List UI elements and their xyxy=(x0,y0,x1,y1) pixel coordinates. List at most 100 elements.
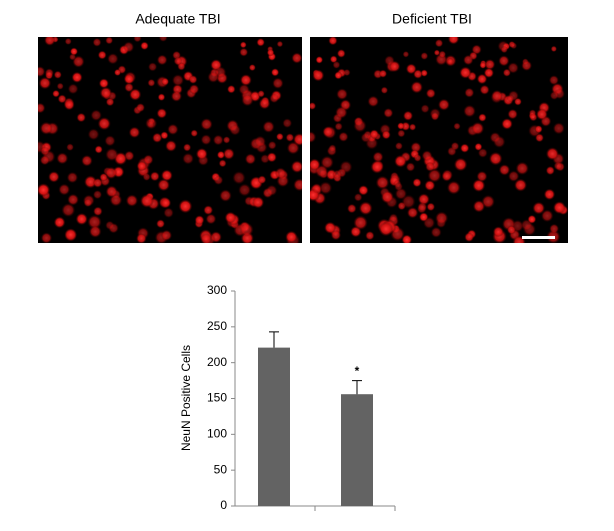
cell xyxy=(335,106,348,119)
cell xyxy=(105,147,119,162)
cell xyxy=(158,37,168,42)
cell xyxy=(241,93,254,107)
cell xyxy=(549,91,559,100)
cell xyxy=(160,229,173,241)
cell xyxy=(375,175,390,190)
cell xyxy=(254,135,267,148)
cell xyxy=(472,178,486,193)
cell xyxy=(38,76,52,90)
cell xyxy=(44,37,56,46)
cell xyxy=(437,98,450,111)
cell xyxy=(147,78,156,87)
cell xyxy=(92,37,102,47)
cell xyxy=(238,183,252,197)
cell xyxy=(372,151,384,163)
cell xyxy=(129,88,142,101)
cell xyxy=(543,188,556,201)
cell xyxy=(105,37,114,45)
cell xyxy=(328,37,338,46)
cell xyxy=(66,143,74,151)
cell xyxy=(548,75,559,86)
cell xyxy=(336,49,346,58)
cell xyxy=(515,161,529,176)
cell xyxy=(338,131,349,142)
cell xyxy=(272,77,284,89)
cell xyxy=(219,189,232,202)
cell xyxy=(239,41,247,49)
cell xyxy=(365,230,375,241)
cell xyxy=(383,107,394,118)
cell xyxy=(425,161,435,172)
cell xyxy=(64,37,72,45)
error-bar xyxy=(352,380,362,395)
cell xyxy=(498,164,511,176)
cell xyxy=(332,60,341,69)
cell xyxy=(549,223,560,234)
cell xyxy=(52,89,60,98)
cell xyxy=(521,60,533,72)
cell xyxy=(200,134,212,146)
cell xyxy=(358,201,373,216)
cell xyxy=(161,77,170,86)
cell xyxy=(87,214,102,230)
cell xyxy=(453,157,468,172)
cell xyxy=(501,118,513,130)
cell xyxy=(472,200,486,213)
cell xyxy=(394,182,403,191)
cell xyxy=(274,167,287,180)
cell xyxy=(488,151,503,166)
cell xyxy=(421,150,433,162)
cell xyxy=(128,126,141,139)
cell xyxy=(402,110,414,121)
cell xyxy=(425,88,436,99)
cell xyxy=(90,109,102,122)
cell xyxy=(532,201,546,215)
cell xyxy=(239,74,252,86)
cell xyxy=(57,94,67,104)
cell xyxy=(182,152,194,165)
cell xyxy=(152,132,163,143)
cell xyxy=(358,185,369,196)
cell xyxy=(527,214,537,224)
cell xyxy=(332,169,343,180)
cell xyxy=(99,173,108,182)
cell xyxy=(513,97,522,106)
cell xyxy=(105,185,118,198)
cell xyxy=(453,122,461,130)
cell xyxy=(545,147,559,161)
y-tick-label: 200 xyxy=(207,355,227,369)
cell xyxy=(178,199,193,214)
cell xyxy=(441,171,452,182)
cell xyxy=(322,126,334,138)
cell xyxy=(266,48,275,57)
significance-marker: * xyxy=(355,364,360,378)
cell xyxy=(459,66,472,79)
cell xyxy=(213,175,224,186)
cell xyxy=(540,209,554,223)
cell xyxy=(369,129,380,140)
cell xyxy=(229,124,241,136)
cell xyxy=(93,206,103,217)
cell xyxy=(212,134,224,146)
cell xyxy=(378,69,388,78)
cell xyxy=(171,74,185,87)
cell xyxy=(200,118,213,131)
cell xyxy=(125,194,139,207)
cell xyxy=(413,153,422,162)
cell xyxy=(124,82,134,93)
cell xyxy=(347,203,357,214)
cell xyxy=(477,147,488,158)
cell xyxy=(216,150,226,159)
scale-bar xyxy=(522,236,555,239)
cell xyxy=(69,47,79,56)
y-tick-label: 50 xyxy=(214,462,228,476)
cell xyxy=(188,75,198,84)
cell xyxy=(92,189,103,200)
cell xyxy=(156,108,168,119)
cell xyxy=(334,71,343,80)
cell xyxy=(183,143,192,152)
cell xyxy=(107,53,119,65)
cell xyxy=(397,129,406,138)
y-tick-label: 250 xyxy=(207,319,227,333)
cell xyxy=(195,147,208,160)
